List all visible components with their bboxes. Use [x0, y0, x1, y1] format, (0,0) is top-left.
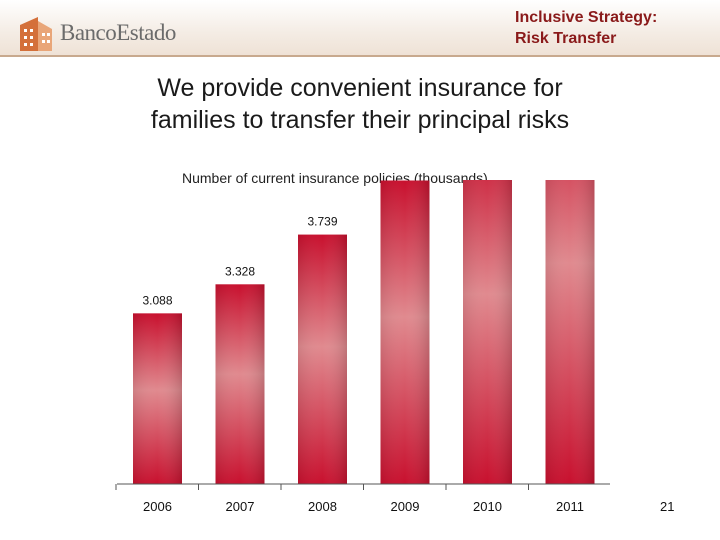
headline-line1: We provide convenient insurance for: [157, 74, 563, 102]
bar-chart: 3.08820063.32820073.73920084.18620094.53…: [115, 180, 610, 514]
x-tick-label-2008: 2008: [308, 499, 337, 514]
data-label-2007: 3.328: [225, 264, 255, 278]
bancoestado-logo: BancoEstado: [18, 15, 198, 51]
header-band: [0, 0, 720, 55]
section-title: Inclusive Strategy: Risk Transfer: [515, 7, 715, 49]
bar-shade-2011: [545, 180, 595, 484]
page-headline: We provide convenient insurance for fami…: [0, 72, 720, 136]
headline-line2: families to transfer their principal ris…: [150, 106, 570, 134]
bar-shade-2006: [133, 313, 182, 484]
x-tick-label-2010: 2010: [473, 499, 502, 514]
page-number: 21: [660, 499, 675, 514]
section-title-line1: Inclusive Strategy:: [515, 9, 658, 26]
header-divider: [0, 55, 720, 57]
bar-shade-2008: [298, 234, 347, 484]
brand-name: BancoEstado: [60, 20, 176, 45]
x-tick-label-2009: 2009: [391, 499, 420, 514]
x-tick-label-2011: 2011: [556, 499, 584, 514]
x-tick-label-2006: 2006: [143, 499, 172, 514]
building-logo-icon: [20, 17, 52, 51]
data-label-2006: 3.088: [142, 293, 172, 307]
bar-shade-2010: [463, 180, 512, 484]
bar-shade-2007: [215, 284, 265, 484]
section-title-line2: Risk Transfer: [515, 30, 617, 47]
x-tick-label-2007: 2007: [226, 499, 255, 514]
bar-shade-2009: [380, 180, 430, 484]
data-label-2008: 3.739: [307, 215, 337, 229]
